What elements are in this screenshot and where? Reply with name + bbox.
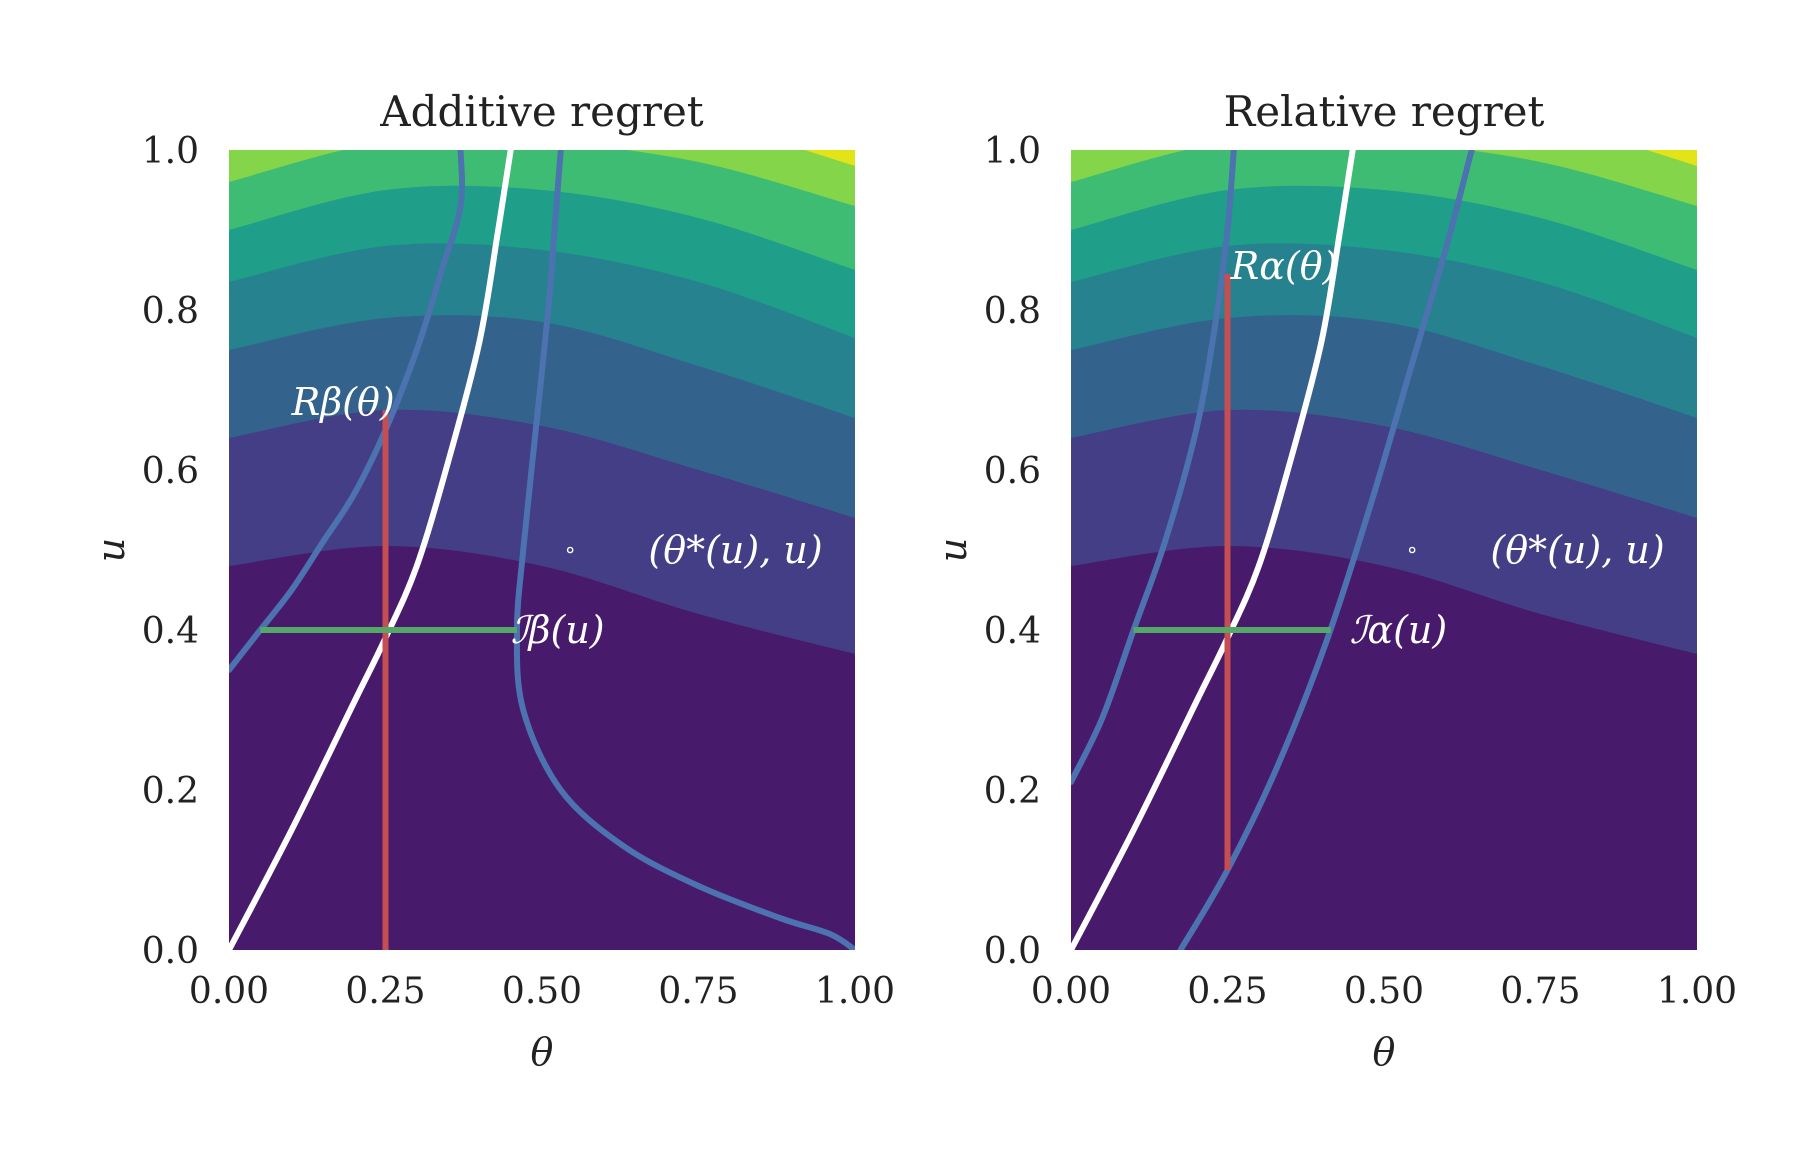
optimum-point bbox=[1408, 546, 1416, 554]
contour-band-5 bbox=[229, 150, 855, 270]
contour-band-5 bbox=[1071, 150, 1697, 270]
x-tick-label: 1.00 bbox=[815, 971, 895, 1012]
x-axis-label: θ bbox=[531, 1030, 554, 1074]
curve-white bbox=[229, 150, 514, 950]
optimum-point bbox=[566, 546, 574, 554]
contour-band-7 bbox=[804, 150, 855, 166]
chart-title: Relative regret bbox=[1224, 87, 1545, 136]
y-tick-label: 0.2 bbox=[142, 771, 199, 812]
y-tick-label: 0.8 bbox=[142, 291, 199, 332]
y-tick-label: 0.8 bbox=[984, 291, 1041, 332]
x-tick-label: 0.50 bbox=[502, 971, 582, 1012]
curve-blue-left bbox=[229, 150, 465, 673]
contour-band-7 bbox=[1646, 150, 1697, 166]
y-tick-label: 0.0 bbox=[984, 931, 1041, 972]
annotation-2: ℐβ(u) bbox=[511, 608, 605, 652]
annotation-1: (θ*(u), u) bbox=[1490, 528, 1664, 572]
curve-blue-right bbox=[1177, 150, 1475, 950]
chart-title: Additive regret bbox=[379, 87, 704, 136]
annotation-2: ℐα(u) bbox=[1350, 608, 1448, 652]
x-tick-label: 0.75 bbox=[658, 971, 738, 1012]
x-tick-label: 0.25 bbox=[1187, 971, 1267, 1012]
y-tick-label: 0.2 bbox=[984, 771, 1041, 812]
x-tick-label: 0.25 bbox=[345, 971, 425, 1012]
curve-white bbox=[1071, 150, 1356, 950]
x-tick-label: 1.00 bbox=[1657, 971, 1737, 1012]
y-axis-label: u bbox=[931, 538, 975, 562]
x-tick-label: 0.50 bbox=[1344, 971, 1424, 1012]
x-axis-label: θ bbox=[1373, 1030, 1396, 1074]
y-tick-label: 0.4 bbox=[142, 611, 199, 652]
annotation-0: Rβ(θ) bbox=[291, 380, 395, 424]
curve-blue-left bbox=[1071, 150, 1237, 785]
y-tick-label: 0.0 bbox=[142, 931, 199, 972]
contour-band-6 bbox=[1071, 150, 1697, 206]
y-tick-label: 1.0 bbox=[984, 131, 1041, 172]
y-tick-label: 1.0 bbox=[142, 131, 199, 172]
y-tick-label: 0.4 bbox=[984, 611, 1041, 652]
x-tick-label: 0.75 bbox=[1500, 971, 1580, 1012]
contour-band-6 bbox=[229, 150, 855, 206]
annotation-1: (θ*(u), u) bbox=[648, 528, 822, 572]
annotation-0: Rα(θ) bbox=[1230, 244, 1338, 288]
curve-blue-right bbox=[513, 150, 855, 950]
plot-area bbox=[1071, 150, 1697, 950]
plot-area bbox=[229, 150, 855, 950]
x-tick-label: 0.00 bbox=[189, 971, 269, 1012]
x-tick-label: 0.00 bbox=[1031, 971, 1111, 1012]
y-tick-label: 0.6 bbox=[142, 451, 199, 492]
y-axis-label: u bbox=[89, 538, 133, 562]
y-tick-label: 0.6 bbox=[984, 451, 1041, 492]
